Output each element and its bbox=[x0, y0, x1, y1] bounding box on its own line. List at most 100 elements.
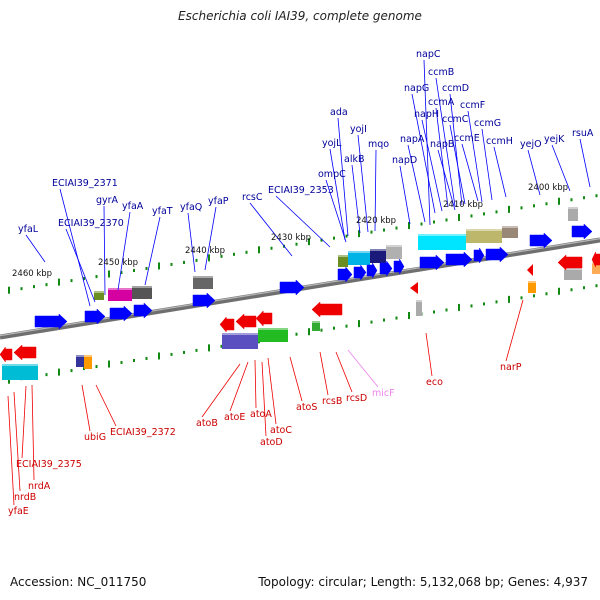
leader-line bbox=[117, 211, 131, 291]
map-title: Escherichia coli IAI39, complete genome bbox=[178, 9, 422, 23]
leader-line bbox=[449, 93, 463, 206]
gene-color-block bbox=[222, 333, 258, 349]
leader-line bbox=[25, 234, 46, 263]
leader-line bbox=[201, 363, 241, 418]
forward-gene-arrow bbox=[34, 313, 68, 330]
tick-mark bbox=[545, 202, 548, 206]
forward-gene-arrow bbox=[109, 305, 133, 322]
gene-color-block-shine bbox=[502, 226, 518, 228]
gene-label-gyrA: gyrA bbox=[96, 195, 119, 206]
leader-line bbox=[275, 195, 331, 248]
gene-color-block bbox=[418, 234, 466, 250]
forward-gene-arrow bbox=[133, 302, 153, 319]
gene-label-ccmA: ccmA bbox=[428, 97, 455, 108]
leader-line bbox=[81, 384, 91, 432]
tick-mark bbox=[158, 352, 160, 360]
gene-label-yojL: yojL bbox=[322, 138, 342, 149]
tick-mark bbox=[8, 376, 10, 384]
forward-gene-arrow bbox=[337, 266, 353, 283]
gene-label-ECIAI39_2353: ECIAI39_2353 bbox=[268, 185, 334, 196]
gene-label-yfaP: yfaP bbox=[208, 196, 229, 207]
tick-mark bbox=[595, 284, 598, 288]
forward-gene-arrow bbox=[485, 246, 509, 263]
gene-color-block-shine bbox=[76, 355, 86, 357]
tick-mark bbox=[433, 220, 435, 224]
leader-line bbox=[351, 164, 361, 234]
forward-gene-arrow bbox=[192, 292, 216, 309]
gene-label-yfaE: yfaE bbox=[8, 506, 29, 517]
gene-color-block bbox=[76, 355, 86, 367]
gene-color-block bbox=[258, 328, 288, 342]
tick-mark bbox=[245, 250, 248, 254]
tick-mark bbox=[195, 258, 198, 262]
gene-label-rcsC: rcsC bbox=[242, 192, 263, 203]
tick-mark bbox=[233, 252, 235, 256]
gene-label-napC: napC bbox=[416, 49, 441, 60]
scale-label: 2410 kbp bbox=[443, 200, 483, 210]
leader-line bbox=[21, 385, 27, 459]
tick-mark bbox=[483, 212, 485, 216]
gene-label-ccmE: ccmE bbox=[454, 133, 480, 144]
tick-mark bbox=[533, 204, 535, 208]
gene-label-ccmB: ccmB bbox=[428, 67, 454, 78]
tick-mark bbox=[533, 294, 535, 298]
tick-mark bbox=[8, 286, 10, 294]
forward-gene-arrow bbox=[419, 254, 445, 271]
tick-mark bbox=[470, 214, 473, 218]
tick-mark bbox=[33, 285, 35, 289]
forward-gene-arrow bbox=[379, 260, 393, 277]
gene-color-block-shine bbox=[528, 281, 536, 283]
gene-color-block-shine bbox=[108, 288, 132, 290]
forward-gene-arrow bbox=[393, 258, 405, 275]
gene-color-block-shine bbox=[386, 245, 402, 247]
gene-color-block bbox=[94, 291, 104, 300]
reverse-gene-arrow bbox=[235, 313, 257, 330]
gene-label-napB: napB bbox=[430, 139, 454, 150]
forward-gene-arrow bbox=[445, 251, 473, 268]
leader-line bbox=[435, 77, 456, 207]
gene-label-yojI: yojI bbox=[350, 124, 367, 135]
tick-mark bbox=[108, 270, 110, 278]
gene-color-block-shine bbox=[348, 251, 370, 253]
gene-label-napD: napD bbox=[392, 155, 417, 166]
forward-gene-arrow bbox=[279, 279, 305, 296]
tick-mark bbox=[308, 238, 310, 246]
reverse-gene-arrow bbox=[0, 346, 13, 363]
gene-color-block bbox=[370, 249, 386, 263]
tick-mark bbox=[270, 246, 273, 250]
leader-line bbox=[7, 395, 15, 506]
tick-mark bbox=[595, 194, 598, 198]
leader-line bbox=[467, 110, 483, 203]
gene-arrows bbox=[0, 223, 600, 363]
tick-mark bbox=[20, 287, 23, 291]
tick-mark bbox=[133, 268, 135, 272]
tick-mark bbox=[508, 205, 510, 213]
leader-line bbox=[335, 351, 353, 393]
reverse-gene-arrow bbox=[591, 251, 600, 268]
tick-mark bbox=[145, 266, 148, 270]
gene-color-block-shine bbox=[466, 229, 502, 231]
tick-mark bbox=[433, 310, 435, 314]
scale-label: 2420 kbp bbox=[356, 216, 396, 226]
tick-mark bbox=[520, 206, 523, 210]
leader-line bbox=[267, 357, 277, 425]
tick-mark bbox=[58, 278, 60, 286]
tick-mark bbox=[145, 356, 148, 360]
gene-color-block bbox=[312, 321, 320, 331]
label-leaders bbox=[7, 59, 591, 506]
gene-label-narP: narP bbox=[500, 362, 522, 373]
gene-label-micF: micF bbox=[372, 388, 395, 399]
gene-label-napA: napA bbox=[400, 134, 425, 145]
tick-mark bbox=[333, 326, 335, 330]
tick-mark bbox=[570, 198, 573, 202]
gene-label-ECIAI39_2371: ECIAI39_2371 bbox=[52, 178, 118, 189]
tick-mark bbox=[345, 234, 348, 238]
gene-color-block-shine bbox=[222, 333, 258, 335]
leader-line bbox=[187, 212, 196, 273]
scale-label: 2450 kbp bbox=[98, 258, 138, 268]
leader-line bbox=[204, 206, 217, 271]
leader-line bbox=[95, 384, 117, 427]
tick-mark bbox=[70, 369, 73, 373]
